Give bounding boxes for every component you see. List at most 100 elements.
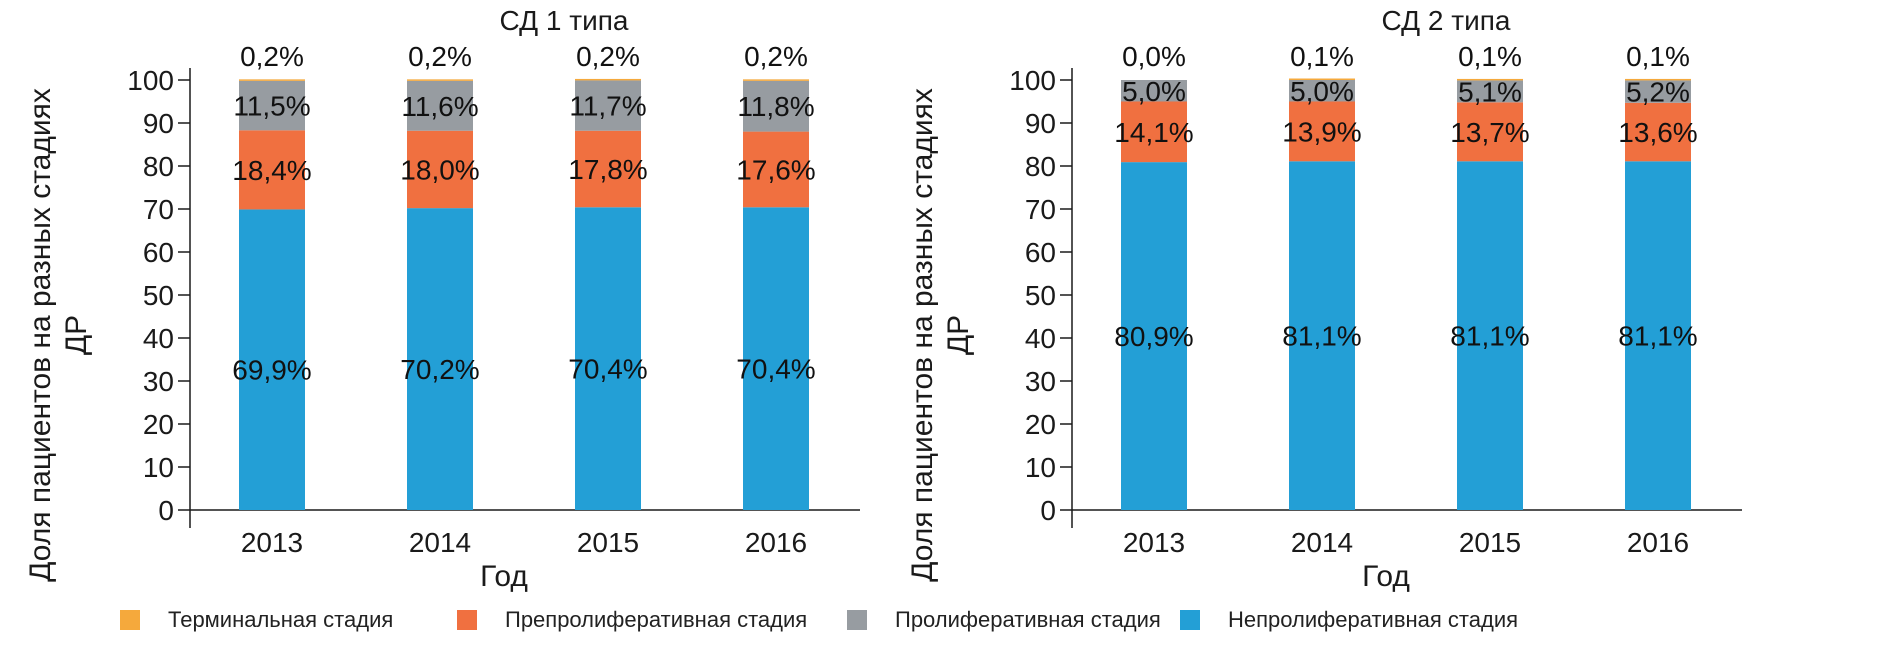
chart1-bar-2013-s2: [239, 80, 305, 131]
chart2-bar-2013-s2: [1121, 80, 1187, 102]
chart1-label-2014-s2: 11,6%: [401, 91, 478, 122]
chart2-label-2016-s0: 81,1%: [1618, 321, 1697, 352]
chart1-x-tick-label: 2014: [409, 527, 471, 558]
chart2-bar-2013-s1: [1121, 101, 1187, 163]
chart2-xlabel: Год: [1362, 560, 1410, 593]
legend-item-preproliferative: Препролиферативная стадия: [457, 604, 807, 636]
legend-swatch-proliferative: [847, 610, 867, 630]
chart1-label-2013-s3: 0,2%: [240, 41, 304, 72]
chart1-y-tick-label: 80: [143, 151, 174, 182]
chart2-x-tick-label: 2016: [1627, 527, 1689, 558]
chart2-bar-2014-s0: [1289, 161, 1355, 510]
chart2-bar-2016-s1: [1625, 102, 1691, 162]
legend-item-proliferative: Пролиферативная стадия: [847, 604, 1161, 636]
legend-item-terminal: Терминальная стадия: [120, 604, 393, 636]
chart1-label-2014-s1: 18,0%: [400, 154, 479, 185]
chart1-bar-2013-s1: [239, 130, 305, 210]
chart2-label-2013-s3: 0,0%: [1122, 41, 1186, 72]
chart2-x-tick-label: 2013: [1123, 527, 1185, 558]
chart1-label-2016-s1: 17,6%: [736, 154, 815, 185]
chart1-y-tick-label: 0: [158, 495, 174, 526]
chart1-bar-2015-s1: [575, 130, 641, 208]
chart1-label-2016-s0: 70,4%: [736, 354, 815, 385]
legend-swatch-preproliferative: [457, 610, 477, 630]
chart1-label-2015-s0: 70,4%: [568, 354, 647, 385]
charts-svg: СД 1 типа Доля пациентов на разных стадия…: [24, 5, 1742, 593]
chart1-x-tick-label: 2013: [241, 527, 303, 558]
chart2-ylabel-line: ДР: [942, 315, 975, 355]
chart2-y-tick-label: 40: [1025, 323, 1056, 354]
chart1-x-tick-label: 2015: [577, 527, 639, 558]
legend-swatch-terminal: [120, 610, 140, 630]
legend-label-nonproliferative: Непролиферативная стадия: [1228, 607, 1519, 632]
chart2-bar-2015-s3: [1457, 78, 1523, 81]
chart1-bar-2016-s0: [743, 207, 809, 510]
chart1-bar-2015-s3: [575, 78, 641, 81]
chart1-y-tick-label: 30: [143, 366, 174, 397]
chart2-label-2015-s2: 5,1%: [1458, 76, 1522, 107]
chart2-label-2016-s1: 13,6%: [1618, 117, 1697, 148]
chart1-ylabel-line: Доля пациентов на разных стадиях: [24, 88, 57, 582]
chart2-x-tick-label: 2014: [1291, 527, 1353, 558]
chart2-label-2016-s2: 5,2%: [1626, 77, 1690, 108]
chart2-bar-2013-s0: [1121, 162, 1187, 510]
legend-item-nonproliferative: Непролиферативная стадия: [1180, 604, 1518, 636]
legend-label-preproliferative: Препролиферативная стадия: [505, 607, 808, 632]
chart2-bar-2014-s1: [1289, 101, 1355, 162]
legend-label-terminal: Терминальная стадия: [168, 607, 394, 632]
chart2-y-tick-label: 10: [1025, 452, 1056, 483]
chart2-bar-2014-s2: [1289, 80, 1355, 102]
chart2-y-tick-label: 50: [1025, 280, 1056, 311]
chart2-y-tick-label: 100: [1009, 65, 1056, 96]
chart2-label-2014-s3: 0,1%: [1290, 41, 1354, 72]
chart1-y-tick-label: 10: [143, 452, 174, 483]
chart1-y-tick-label: 90: [143, 108, 174, 139]
chart2-label-2015-s0: 81,1%: [1450, 321, 1529, 352]
chart1-label-2014-s0: 70,2%: [400, 354, 479, 385]
chart2-bar-2016-s3: [1625, 78, 1691, 81]
chart1-y-tick-label: 20: [143, 409, 174, 440]
chart2-ylabel: Доля пациентов на разных стадиях ДР: [906, 88, 975, 582]
chart1-label-2015-s2: 11,7%: [569, 91, 646, 122]
chart1-bar-2015-s0: [575, 207, 641, 510]
chart1-ylabel: Доля пациентов на разных стадиях ДР: [24, 88, 93, 582]
chart2-bar-2014-s3: [1289, 78, 1355, 80]
chart2-y-tick-label: 0: [1040, 495, 1056, 526]
legend: Терминальная стадия Препролиферативная с…: [120, 604, 1720, 636]
chart2-y-tick-label: 60: [1025, 237, 1056, 268]
chart1-bar-2013-s0: [239, 209, 305, 510]
chart1-bar-2014-s3: [407, 79, 473, 81]
chart1-bar-2014-s2: [407, 80, 473, 131]
chart2-bar-2015-s1: [1457, 102, 1523, 162]
chart2-label-2014-s2: 5,0%: [1290, 76, 1354, 107]
legend-label-proliferative: Пролиферативная стадия: [895, 607, 1161, 632]
chart1-label-2013-s2: 11,5%: [233, 91, 310, 122]
chart2-ylabel-line: Доля пациентов на разных стадиях: [906, 88, 939, 582]
chart1-y-tick-label: 40: [143, 323, 174, 354]
chart1-title: СД 1 типа: [500, 5, 629, 36]
chart1-y-tick-label: 50: [143, 280, 174, 311]
chart1-ylabel-line: ДР: [60, 315, 93, 355]
chart1-bar-2013-s3: [239, 79, 305, 81]
chart2-label-2013-s2: 5,0%: [1122, 76, 1186, 107]
chart1-bar-2014-s1: [407, 130, 473, 209]
chart1-bar-2016-s3: [743, 79, 809, 81]
chart2-label-2014-s0: 81,1%: [1282, 321, 1361, 352]
chart1-label-2014-s3: 0,2%: [408, 41, 472, 72]
chart1-label-2013-s0: 69,9%: [232, 355, 311, 386]
legend-swatch-nonproliferative: [1180, 610, 1200, 630]
chart2-label-2015-s1: 13,7%: [1450, 117, 1529, 148]
chart2-y-tick-label: 30: [1025, 366, 1056, 397]
chart2-bar-2016-s2: [1625, 80, 1691, 103]
chart1-xlabel: Год: [480, 560, 528, 593]
chart2-label-2016-s3: 0,1%: [1626, 41, 1690, 72]
chart1-label-2015-s1: 17,8%: [568, 154, 647, 185]
chart1-y-tick-label: 60: [143, 237, 174, 268]
chart1-bar-2016-s2: [743, 80, 809, 132]
chart1-y-tick-label: 100: [127, 65, 174, 96]
chart1-label-2015-s3: 0,2%: [576, 41, 640, 72]
chart2-label-2014-s1: 13,9%: [1282, 116, 1361, 147]
chart1-bar-2016-s1: [743, 131, 809, 208]
chart1-bar-2015-s2: [575, 80, 641, 131]
